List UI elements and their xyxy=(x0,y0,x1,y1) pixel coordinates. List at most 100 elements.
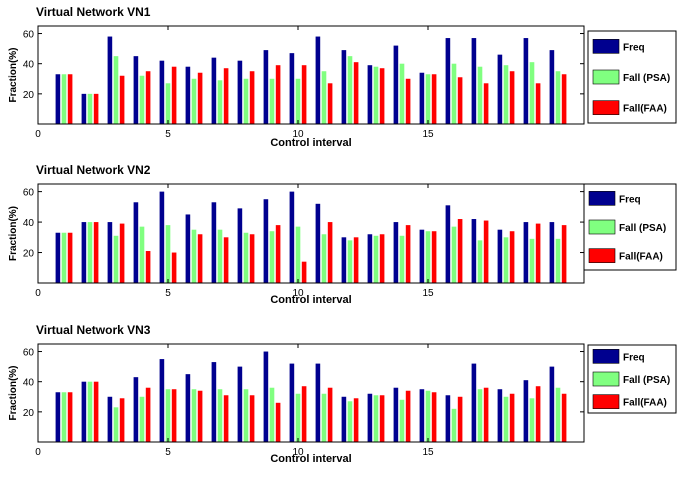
bar-fall-faa xyxy=(145,387,151,442)
bar-fall-psa xyxy=(347,401,353,442)
bar-freq xyxy=(211,57,217,124)
bar-fall-faa xyxy=(457,396,463,442)
legend-label-fall-psa: Fall (PSA) xyxy=(619,223,666,234)
bar-fall-faa xyxy=(301,386,307,442)
bar-fall-faa xyxy=(405,78,411,124)
x-tick-label: 15 xyxy=(422,288,434,299)
bar-freq xyxy=(419,72,425,124)
bar-freq xyxy=(341,396,347,442)
bar-fall-psa xyxy=(529,398,535,442)
legend-swatch-fall-faa xyxy=(592,100,620,115)
bar-fall-faa xyxy=(223,237,229,283)
legend-label-freq: Freq xyxy=(623,352,645,363)
bar-freq xyxy=(471,38,477,125)
bar-fall-faa xyxy=(327,387,333,442)
plot-area xyxy=(37,343,585,443)
bar-fall-faa xyxy=(145,71,151,124)
bar-fall-psa xyxy=(87,381,93,442)
bar-fall-faa xyxy=(327,83,333,124)
legend-label-fall-faa: Fall(FAA) xyxy=(619,252,663,263)
bar-freq xyxy=(263,199,269,283)
bar-freq xyxy=(289,53,295,124)
bar-freq xyxy=(81,93,87,124)
bar-fall-faa xyxy=(457,77,463,124)
bar-freq xyxy=(263,351,269,442)
bar-fall-faa xyxy=(509,71,515,124)
bar-fall-psa xyxy=(165,389,171,442)
bar-fall-psa xyxy=(373,66,379,124)
bar-fall-psa xyxy=(87,93,93,124)
y-axis-label: Fraction(%) xyxy=(8,48,19,103)
legend-label-fall-faa: Fall(FAA) xyxy=(623,104,667,115)
bar-fall-psa xyxy=(477,389,483,442)
chart-title: Virtual Network VN3 xyxy=(36,323,151,337)
bar-fall-faa xyxy=(379,68,385,124)
bar-fall-faa xyxy=(93,222,99,283)
bar-fall-faa xyxy=(561,74,567,124)
bar-fall-psa xyxy=(217,229,223,283)
bar-fall-psa xyxy=(373,395,379,442)
x-tick-label: 5 xyxy=(165,447,171,458)
bar-fall-psa xyxy=(425,231,431,283)
bar-freq xyxy=(419,389,425,442)
bar-freq xyxy=(549,50,555,125)
bar-freq xyxy=(81,381,87,442)
legend-swatch-fall-psa xyxy=(592,371,620,387)
chart-panel-3: Virtual Network VN3 20 40 60 0 5 10 15 Control i… xyxy=(8,323,677,465)
bar-fall-faa xyxy=(93,381,99,442)
legend-label-fall-faa: Fall(FAA) xyxy=(623,398,667,409)
bar-fall-psa xyxy=(477,66,483,124)
x-tick-label: 0 xyxy=(35,288,41,299)
x-axis-label: Control interval xyxy=(270,453,351,465)
y-tick-label: 60 xyxy=(23,188,35,199)
bar-freq xyxy=(289,191,295,283)
bar-fall-psa xyxy=(61,74,67,124)
bar-fall-psa xyxy=(451,408,457,442)
bar-fall-psa xyxy=(503,396,509,442)
bar-freq xyxy=(55,232,61,283)
chart-panel-1: Virtual Network VN1 20 40 60 0 5 10 15 Control i… xyxy=(8,5,677,149)
bar-fall-psa xyxy=(61,232,67,283)
bar-fall-psa xyxy=(113,235,119,283)
bar-fall-faa xyxy=(223,395,229,442)
bar-fall-psa xyxy=(295,393,301,442)
bar-freq xyxy=(211,202,217,283)
bar-freq xyxy=(237,208,243,283)
bar-freq xyxy=(367,65,373,124)
bar-freq xyxy=(315,363,321,442)
bar-freq xyxy=(107,36,113,124)
bar-freq xyxy=(185,374,191,442)
x-tick-label: 10 xyxy=(292,447,304,458)
bar-fall-faa xyxy=(353,62,359,124)
bar-fall-psa xyxy=(555,71,561,124)
x-tick-label: 5 xyxy=(165,129,171,140)
x-axis-label: Control interval xyxy=(270,137,351,149)
bar-fall-faa xyxy=(197,234,203,283)
legend-label-fall-psa: Fall (PSA) xyxy=(623,375,670,386)
bar-freq xyxy=(549,222,555,283)
bar-fall-faa xyxy=(301,261,307,283)
bar-fall-psa xyxy=(217,80,223,124)
legend-swatch-fall-psa xyxy=(592,69,620,85)
legend: Freq Fall (PSA) Fall(FAA) xyxy=(587,344,677,414)
bar-fall-psa xyxy=(113,56,119,124)
bar-fall-psa xyxy=(191,229,197,283)
bar-fall-faa xyxy=(327,222,333,283)
bar-freq xyxy=(549,366,555,442)
bar-freq xyxy=(133,377,139,442)
bar-fall-psa xyxy=(243,78,249,124)
bar-fall-faa xyxy=(431,74,437,124)
bar-freq xyxy=(497,229,503,283)
bar-freq xyxy=(107,396,113,442)
bar-freq xyxy=(263,50,269,125)
bar-fall-faa xyxy=(275,65,281,124)
bar-fall-faa xyxy=(197,390,203,442)
bar-fall-psa xyxy=(165,83,171,124)
bar-freq xyxy=(55,74,61,124)
bar-fall-psa xyxy=(503,65,509,124)
bar-fall-faa xyxy=(353,398,359,442)
bar-fall-psa xyxy=(269,231,275,283)
bar-fall-faa xyxy=(223,68,229,124)
bar-fall-psa xyxy=(347,56,353,124)
